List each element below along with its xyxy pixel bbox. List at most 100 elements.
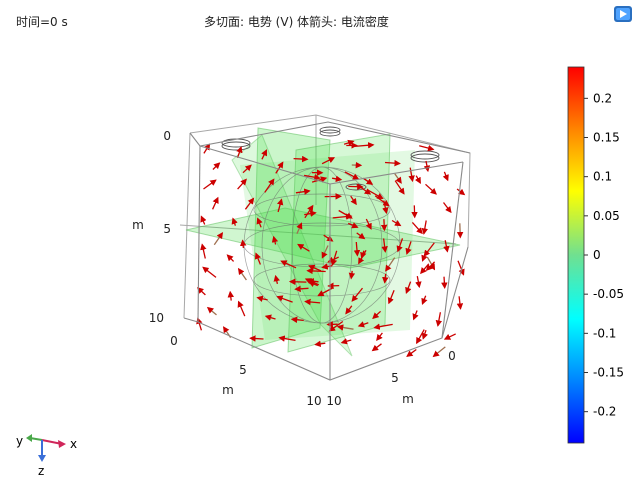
current-arrow [249, 335, 264, 342]
current-arrow [275, 161, 284, 174]
current-arrow [231, 217, 238, 226]
current-arrow [412, 310, 419, 321]
current-arrow [338, 209, 353, 219]
current-arrow [406, 348, 417, 357]
current-arrow [381, 238, 388, 253]
current-arrow [203, 143, 211, 154]
current-arrow [421, 295, 428, 306]
current-arrow [442, 202, 452, 214]
current-arrow [254, 252, 262, 265]
current-arrow [357, 321, 369, 328]
axis-bottom-right-unit: m [402, 392, 414, 406]
current-arrow [239, 239, 247, 248]
current-arrow [385, 257, 396, 272]
axis-bottom-left: 0 5 10 m [170, 334, 321, 408]
current-arrow [372, 310, 382, 320]
current-arrow [304, 298, 321, 306]
current-arrow [360, 250, 367, 259]
current-arrow [273, 274, 280, 285]
current-arrow [297, 243, 310, 252]
current-arrow [419, 144, 435, 152]
current-arrow [290, 316, 304, 324]
current-arrow [237, 178, 247, 190]
current-arrow [293, 155, 309, 163]
current-arrow [456, 296, 464, 310]
current-arrow [394, 173, 402, 184]
axis-left-tick: 5 [163, 222, 171, 236]
current-arrow [350, 195, 357, 206]
current-arrow [203, 179, 217, 190]
current-arrow [354, 142, 375, 149]
current-arrow [321, 245, 329, 259]
current-arrow [321, 263, 333, 270]
current-arrow [304, 210, 317, 217]
current-arrow [276, 295, 293, 303]
current-arrow [416, 329, 425, 345]
current-arrow [371, 343, 382, 352]
current-arrow [408, 167, 415, 183]
current-arrow [343, 139, 355, 147]
current-arrow [353, 241, 361, 257]
current-arrow [348, 183, 364, 190]
color-bar-tick-label: 0 [593, 248, 601, 262]
axis-left-unit: m [132, 218, 144, 232]
current-arrow [421, 220, 429, 235]
current-arrow [356, 232, 366, 240]
current-arrow [278, 335, 296, 342]
current-arrow [242, 164, 252, 174]
axis-left-tick: 10 [149, 311, 164, 325]
current-arrow [307, 278, 319, 285]
current-arrow [432, 346, 446, 358]
current-arrow [212, 162, 221, 170]
triad-y-arrowhead [26, 434, 32, 442]
axis-bottom-left-tick: 0 [170, 334, 178, 348]
axis-bottom-left-tick: 10 [306, 394, 321, 408]
current-arrow [391, 219, 402, 227]
current-arrow [457, 260, 465, 276]
color-bar-tick-label: -0.1 [593, 326, 616, 340]
current-arrow [405, 241, 412, 255]
axis-left-tick: 0 [163, 129, 171, 143]
axis-bottom-left-unit: m [222, 383, 234, 397]
current-arrow [351, 287, 364, 302]
color-bar-tick-label: -0.05 [593, 287, 624, 301]
current-arrow [435, 312, 443, 327]
current-arrow [264, 314, 276, 321]
current-arrow [340, 338, 352, 345]
current-arrow [456, 223, 464, 239]
current-arrow [384, 159, 401, 167]
current-arrow [196, 287, 206, 296]
axis-bottom-right-tick: 5 [391, 371, 399, 385]
current-arrow [321, 157, 336, 165]
current-arrow [411, 221, 423, 235]
current-arrow [276, 198, 284, 213]
current-arrow [213, 232, 224, 246]
current-arrow [236, 146, 243, 159]
time-label: 时间=0 s [16, 15, 68, 29]
current-arrow [206, 306, 217, 316]
current-arrow [303, 174, 321, 181]
comsol-logo-icon[interactable] [613, 5, 633, 23]
color-bar-tick-label: 0.2 [593, 91, 612, 105]
current-arrow [415, 275, 422, 289]
current-arrow [423, 242, 435, 257]
current-arrow [362, 177, 374, 185]
current-arrow [227, 290, 235, 301]
current-arrow [456, 188, 466, 196]
current-arrow [212, 196, 219, 210]
axis-triad[interactable]: x y z [16, 434, 77, 478]
current-arrow [311, 176, 328, 183]
current-arrow [271, 235, 279, 245]
triad-z-arrowhead [38, 455, 46, 462]
current-arrow [261, 149, 267, 160]
current-arrow [256, 295, 268, 302]
current-arrow [314, 340, 326, 348]
current-arrow [442, 171, 449, 182]
current-arrow [405, 281, 412, 295]
current-arrow [336, 324, 354, 331]
color-legend: 0.2 0.15 0.1 0.05 0 -0.05 -0.1 -0.15 -0.2 [567, 66, 624, 444]
current-arrow [304, 204, 314, 219]
current-arrow [295, 188, 311, 195]
current-arrow [331, 175, 343, 183]
